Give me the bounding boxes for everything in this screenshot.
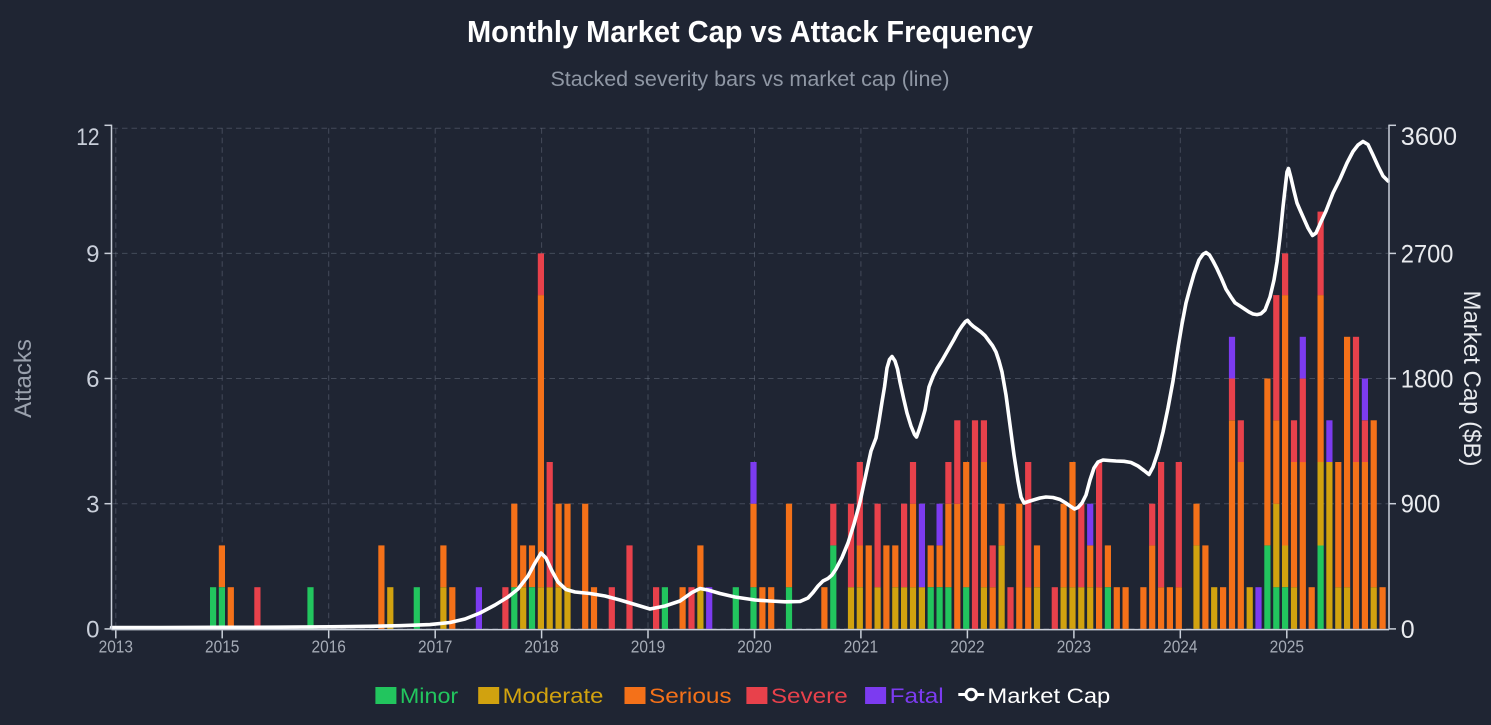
svg-text:Moderate: Moderate [503, 685, 604, 708]
svg-text:3: 3 [86, 491, 99, 518]
svg-text:900: 900 [1401, 491, 1441, 519]
svg-text:2015: 2015 [205, 637, 239, 657]
svg-text:Monthly Market Cap vs Attack F: Monthly Market Cap vs Attack Frequency [467, 14, 1034, 49]
svg-text:2021: 2021 [844, 637, 878, 657]
svg-text:Market Cap: Market Cap [987, 685, 1110, 708]
svg-text:2018: 2018 [524, 637, 558, 657]
svg-text:2016: 2016 [312, 637, 346, 657]
svg-text:1800: 1800 [1401, 366, 1454, 394]
svg-text:Severe: Severe [771, 685, 848, 708]
svg-text:0: 0 [86, 617, 99, 644]
svg-text:2020: 2020 [737, 637, 772, 657]
svg-text:6: 6 [86, 366, 99, 393]
svg-text:Stacked severity bars vs marke: Stacked severity bars vs market cap (lin… [550, 67, 949, 91]
svg-text:2017: 2017 [418, 637, 452, 657]
svg-text:Market Cap ($B): Market Cap ($B) [1458, 290, 1485, 466]
svg-text:3600: 3600 [1401, 123, 1457, 151]
svg-text:12: 12 [76, 124, 99, 151]
svg-text:2023: 2023 [1057, 637, 1091, 657]
svg-text:Fatal: Fatal [890, 685, 944, 708]
svg-text:Serious: Serious [649, 685, 732, 708]
svg-text:Minor: Minor [400, 685, 458, 708]
svg-text:2013: 2013 [99, 637, 133, 657]
svg-text:2025: 2025 [1270, 637, 1304, 657]
svg-text:2700: 2700 [1401, 240, 1454, 268]
svg-text:Attacks: Attacks [10, 339, 37, 418]
svg-text:0: 0 [1401, 616, 1415, 644]
svg-text:2024: 2024 [1163, 637, 1198, 657]
svg-text:9: 9 [86, 241, 99, 268]
svg-text:2019: 2019 [631, 637, 665, 657]
svg-text:2022: 2022 [950, 637, 984, 657]
